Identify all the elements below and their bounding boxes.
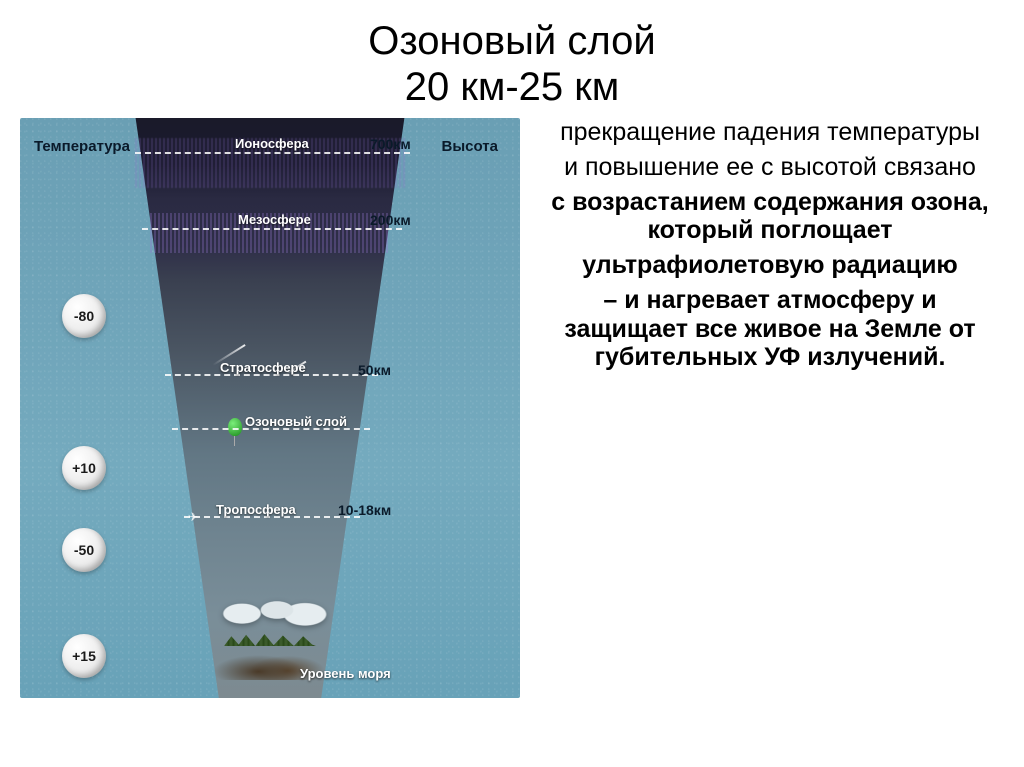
layer-label-troposphere: Тропосфера — [216, 502, 296, 517]
layer-line — [142, 228, 402, 230]
layer-label-ozone: Озоновый слой — [245, 414, 347, 429]
page-title: Озоновый слой 20 км-25 км — [0, 0, 1024, 118]
text-column: прекращение падения температуры и повыше… — [540, 118, 1004, 718]
content-row: Температура Высота ✈ Ионосфера 700км Мез… — [0, 118, 1024, 718]
temp-value: -80 — [74, 308, 94, 324]
layer-line — [135, 152, 410, 154]
temp-bubble: -50 — [62, 528, 106, 572]
sea-level-label: Уровень моря — [300, 666, 391, 681]
altitude-label: 700км — [370, 136, 411, 152]
para-3: с возрастанием содержания озона, который… — [544, 188, 996, 246]
temp-bubble: +10 — [62, 446, 106, 490]
altitude-label: 200км — [370, 212, 411, 228]
temp-bubble: -80 — [62, 294, 106, 338]
axis-label-altitude: Высота — [442, 138, 498, 155]
clouds-icon — [200, 592, 340, 628]
balloon-icon — [228, 418, 242, 436]
axis-label-temperature: Температура — [34, 138, 130, 155]
altitude-label: 10-18км — [338, 502, 391, 518]
temp-bubble: +15 — [62, 634, 106, 678]
para-5: – и нагревает атмосферу и защищает все ж… — [544, 286, 996, 372]
para-1: прекращение падения температуры — [544, 118, 996, 147]
layer-label-ionosphere: Ионосфера — [235, 136, 309, 151]
layer-label-stratosphere: Стратосфере — [220, 360, 306, 375]
atmosphere-diagram: Температура Высота ✈ Ионосфера 700км Мез… — [20, 118, 520, 698]
temp-value: -50 — [74, 542, 94, 558]
title-line-1: Озоновый слой — [368, 19, 655, 63]
para-4: ультрафиолетовую радиацию — [544, 251, 996, 280]
temp-value: +15 — [72, 648, 96, 664]
layer-label-mesosphere: Мезосфере — [238, 212, 311, 227]
title-line-2: 20 км-25 км — [405, 65, 620, 109]
para-2: и повышение ее с высотой связано — [544, 153, 996, 182]
temp-value: +10 — [72, 460, 96, 476]
altitude-label: 50км — [358, 362, 391, 378]
